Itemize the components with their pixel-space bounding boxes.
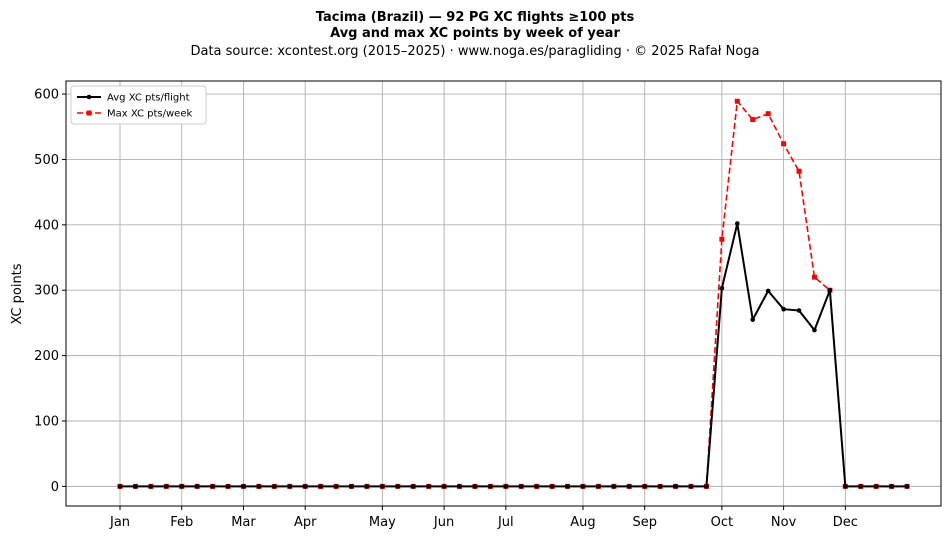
data-point — [179, 484, 185, 489]
data-point — [565, 484, 570, 489]
x-ticks: Jan Feb Mar Apr May Jun Jul Aug Sep Oct Nov Dec — [109, 506, 858, 530]
data-point — [457, 484, 462, 489]
data-point — [503, 484, 509, 489]
data-point — [194, 484, 200, 489]
data-point — [889, 484, 894, 489]
data-point — [241, 484, 246, 489]
data-point — [734, 98, 740, 104]
y-ticks: 0 100 200 300 400 500 600 — [34, 88, 66, 495]
data-point — [750, 117, 756, 123]
x-tick-label: Dec — [833, 515, 858, 530]
y-tick-label: 500 — [34, 153, 59, 168]
x-tick-label: Nov — [771, 515, 797, 530]
x-tick-label: Oct — [711, 515, 733, 530]
data-point — [426, 484, 431, 489]
data-point — [302, 484, 308, 489]
data-point — [873, 484, 879, 489]
data-point — [164, 484, 169, 489]
legend-swatch-marker — [86, 110, 92, 116]
data-point — [148, 484, 154, 489]
legend: Avg XC pts/flight Max XC pts/week — [70, 85, 207, 125]
data-point — [719, 236, 725, 242]
y-tick-label: 200 — [34, 349, 59, 364]
data-point — [796, 168, 802, 174]
data-point — [750, 317, 756, 322]
data-point — [796, 308, 802, 313]
data-point — [704, 484, 709, 489]
data-point — [272, 484, 277, 489]
data-point — [518, 484, 524, 489]
data-point — [488, 484, 493, 489]
data-point — [472, 484, 478, 489]
data-point — [596, 484, 601, 489]
data-point — [364, 484, 370, 489]
data-point — [380, 484, 385, 489]
data-point — [349, 484, 354, 489]
data-point — [318, 484, 323, 489]
x-tick-label: Aug — [570, 515, 595, 530]
legend-label: Avg XC pts/flight — [107, 93, 190, 104]
legend-label: Max XC pts/week — [107, 109, 192, 120]
data-point — [657, 484, 663, 489]
data-point — [734, 221, 740, 226]
data-point — [765, 111, 771, 117]
data-point — [642, 484, 648, 489]
y-axis-label: XC points — [10, 263, 25, 324]
data-point — [333, 484, 339, 489]
data-point — [395, 484, 401, 489]
chart-title-line2: Avg and max XC points by week of year — [330, 26, 620, 41]
x-tick-label: Jul — [497, 515, 514, 530]
data-point — [626, 484, 632, 489]
chart-subtitle: Data source: xcontest.org (2015–2025) · … — [190, 44, 759, 59]
chart-title-line1: Tacima (Brazil) — 92 PG XC flights ≥100 … — [316, 10, 635, 25]
data-point — [225, 484, 231, 489]
x-tick-label: May — [369, 515, 396, 530]
y-tick-label: 400 — [34, 218, 59, 233]
data-point — [765, 288, 771, 294]
data-point — [534, 484, 539, 489]
series-line — [120, 222, 908, 488]
x-tick-label: Mar — [231, 515, 256, 530]
x-tick-label: Sep — [632, 515, 657, 530]
y-tick-label: 0 — [51, 480, 59, 495]
x-tick-label: Apr — [294, 515, 317, 530]
data-point — [673, 484, 678, 489]
data-point — [256, 484, 262, 489]
data-point — [441, 484, 447, 489]
y-tick-label: 600 — [34, 88, 59, 103]
data-point — [904, 484, 910, 489]
legend-swatch-marker — [86, 94, 92, 100]
data-point — [719, 285, 725, 291]
data-point — [580, 484, 586, 489]
data-point — [611, 484, 617, 489]
x-tick-label: Feb — [170, 515, 193, 530]
data-point — [811, 274, 817, 280]
data-point — [133, 484, 138, 489]
data-point — [781, 306, 786, 312]
data-point — [210, 484, 215, 489]
data-point — [858, 484, 864, 489]
data-point — [781, 141, 787, 147]
data-point — [812, 327, 817, 333]
data-point — [410, 484, 416, 489]
y-tick-label: 100 — [34, 415, 59, 430]
data-point — [117, 484, 123, 489]
x-tick-label: Jun — [433, 515, 454, 530]
series-layer — [117, 98, 910, 489]
plot-frame — [65, 80, 942, 507]
data-point — [688, 484, 694, 489]
grid-layer — [66, 81, 941, 506]
x-tick-label: Jan — [109, 515, 130, 530]
legend-box — [70, 85, 207, 125]
data-point — [827, 287, 833, 293]
y-tick-label: 300 — [34, 284, 59, 299]
data-point — [843, 484, 848, 489]
data-point — [287, 484, 293, 489]
data-point — [549, 484, 555, 489]
